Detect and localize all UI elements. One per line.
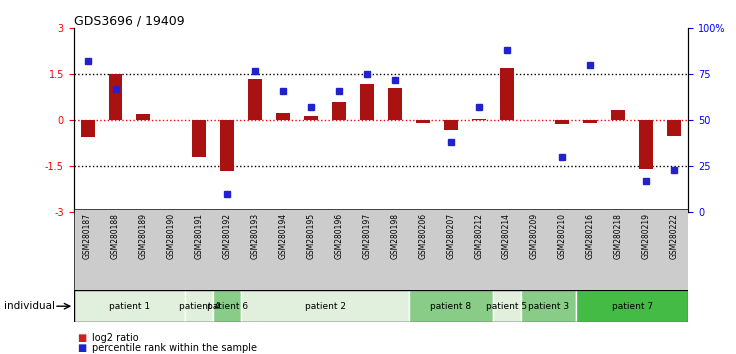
Text: patient 6: patient 6 [207, 302, 248, 311]
Text: percentile rank within the sample: percentile rank within the sample [92, 343, 257, 353]
Text: ■: ■ [77, 333, 87, 343]
Bar [74, 209, 688, 294]
Text: GSM280196: GSM280196 [334, 213, 344, 259]
Bar [640, 120, 654, 170]
Text: patient 3: patient 3 [528, 302, 569, 311]
Bar [388, 88, 402, 120]
Text: GSM280214: GSM280214 [502, 213, 511, 259]
Bar [192, 120, 206, 157]
Bar [416, 120, 430, 123]
Text: GSM280195: GSM280195 [306, 213, 316, 259]
Bar [492, 290, 520, 322]
Text: GSM280191: GSM280191 [195, 213, 204, 259]
Text: patient 1: patient 1 [109, 302, 150, 311]
Text: GDS3696 / 19409: GDS3696 / 19409 [74, 14, 184, 27]
Text: GSM280222: GSM280222 [670, 213, 679, 259]
Text: GSM280219: GSM280219 [642, 213, 651, 259]
Text: GSM280192: GSM280192 [223, 213, 232, 259]
Text: GSM280210: GSM280210 [558, 213, 567, 259]
Text: GSM280197: GSM280197 [362, 213, 372, 259]
Bar [556, 120, 570, 124]
Text: GSM280216: GSM280216 [586, 213, 595, 259]
Bar [360, 84, 374, 120]
Text: GSM280188: GSM280188 [111, 213, 120, 259]
Bar [136, 114, 150, 120]
Text: GSM280212: GSM280212 [474, 213, 483, 259]
Text: patient 2: patient 2 [305, 302, 345, 311]
Bar [576, 290, 688, 322]
Bar [276, 113, 290, 120]
Bar [444, 120, 458, 130]
Text: GSM280206: GSM280206 [418, 213, 428, 259]
Text: patient 5: patient 5 [486, 302, 527, 311]
Bar [220, 120, 234, 171]
Bar [500, 68, 514, 120]
Bar [472, 119, 486, 120]
Text: GSM280187: GSM280187 [83, 213, 92, 259]
Bar [584, 120, 598, 123]
Text: GSM280207: GSM280207 [446, 213, 456, 259]
Text: GSM280218: GSM280218 [614, 213, 623, 259]
Text: GSM280198: GSM280198 [390, 213, 400, 259]
Bar [612, 110, 626, 120]
Bar [408, 290, 492, 322]
Text: patient 4: patient 4 [179, 302, 220, 311]
Text: GSM280190: GSM280190 [167, 213, 176, 259]
Bar [668, 120, 682, 136]
Bar [332, 102, 346, 120]
Text: log2 ratio: log2 ratio [92, 333, 138, 343]
Text: patient 8: patient 8 [430, 302, 471, 311]
Bar [185, 290, 213, 322]
Bar [80, 120, 94, 137]
Bar [248, 79, 262, 120]
Bar [241, 290, 408, 322]
Text: ■: ■ [77, 343, 87, 353]
Bar [108, 74, 122, 120]
Text: patient 7: patient 7 [612, 302, 653, 311]
Bar [74, 290, 185, 322]
Bar [213, 290, 241, 322]
Text: GSM280193: GSM280193 [251, 213, 260, 259]
Bar [520, 290, 576, 322]
Text: GSM280189: GSM280189 [139, 213, 148, 259]
Text: individual: individual [4, 301, 54, 311]
Text: GSM280194: GSM280194 [279, 213, 288, 259]
Text: GSM280209: GSM280209 [530, 213, 539, 259]
Bar [304, 116, 318, 120]
